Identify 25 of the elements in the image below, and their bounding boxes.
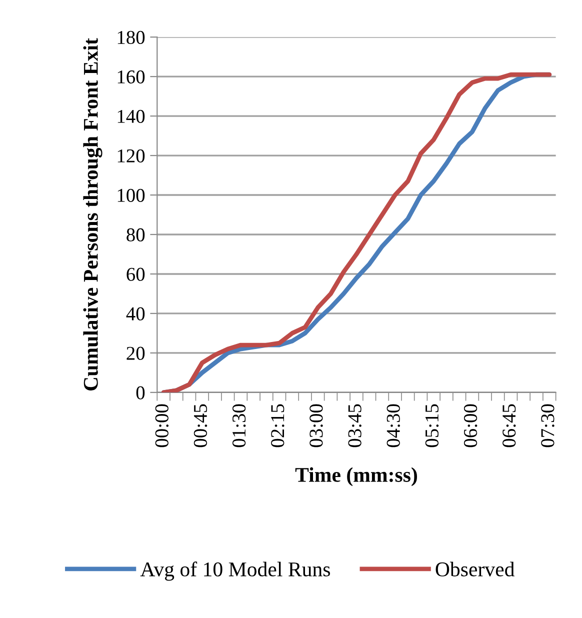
legend-label: Avg of 10 Model Runs: [140, 562, 330, 581]
x-tick-label: 00:00: [155, 404, 169, 448]
y-tick-label: 160: [118, 70, 145, 84]
x-tick-label: 07:30: [541, 404, 554, 448]
x-tick-label: 06:00: [464, 404, 478, 448]
x-axis-title: Time (mm:ss): [295, 467, 417, 486]
y-tick-label: 140: [118, 110, 145, 123]
y-axis-title: Cumulative Persons through Front Exit: [83, 38, 102, 390]
x-tick-label: 03:45: [348, 404, 362, 448]
y-tick-label: 80: [126, 228, 145, 242]
y-tick-label: 0: [136, 386, 145, 400]
y-tick-label: 40: [126, 307, 145, 320]
x-tick-label: 02:15: [271, 404, 284, 448]
legend-label: Observed: [436, 562, 514, 576]
x-tick-label: 00:45: [194, 404, 208, 448]
y-tick-label: 60: [126, 268, 145, 281]
y-tick-label: 100: [118, 188, 145, 202]
x-tick-label: 03:00: [310, 404, 323, 448]
y-tick-label: 120: [118, 149, 145, 162]
x-tick-label: 04:30: [386, 404, 400, 448]
y-tick-label: 180: [118, 30, 145, 44]
x-tick-label: 01:30: [232, 404, 246, 448]
x-tick-label: 06:45: [502, 404, 516, 448]
x-tick-label: 05:15: [425, 404, 439, 448]
y-tick-label: 20: [126, 346, 145, 360]
